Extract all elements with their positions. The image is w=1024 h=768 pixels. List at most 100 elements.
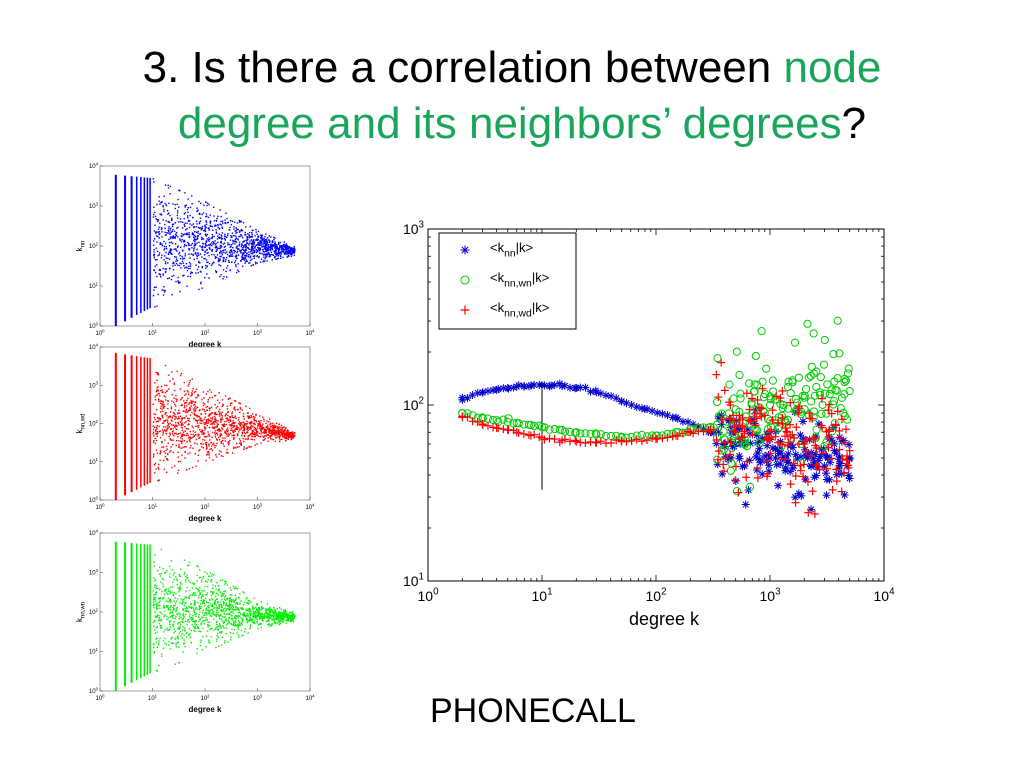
scatter-point: [243, 246, 245, 248]
scatter-point: [202, 402, 205, 404]
scatter-point: [202, 438, 204, 441]
scatter-point: [190, 405, 192, 407]
scatter-cloud: [114, 174, 296, 326]
scatter-point: [233, 234, 235, 237]
scatter-point: [281, 248, 283, 250]
scatter-point: [249, 619, 251, 621]
scatter-point: [174, 413, 176, 416]
scatter-point: [164, 572, 166, 574]
scatter-point: [278, 616, 281, 618]
scatter-point: [177, 451, 179, 454]
scatter-point: [155, 426, 158, 429]
scatter-point: [231, 611, 233, 613]
scatter-point: [162, 274, 164, 276]
scatter-point: [284, 248, 286, 251]
scatter-point: [258, 244, 260, 247]
scatter-point: [156, 424, 158, 427]
scatter-point: [221, 238, 224, 240]
scatter-point: [274, 435, 276, 437]
scatter-point: [237, 238, 239, 240]
scatter-point: [155, 371, 157, 374]
scatter-point: [161, 236, 163, 238]
scatter-point: [278, 612, 280, 614]
scatter-point: [224, 431, 226, 434]
scatter-point: [192, 593, 194, 595]
plus-marker: [745, 405, 754, 414]
scatter-point: [188, 407, 191, 409]
scatter-point: [166, 605, 168, 607]
scatter-point: [194, 603, 196, 605]
scatter-point: [169, 608, 172, 611]
scatter-point: [261, 416, 264, 418]
scatter-point: [217, 612, 219, 614]
scatter-point: [275, 258, 277, 260]
scatter-point: [220, 236, 222, 239]
scatter-point: [157, 293, 159, 296]
scatter-point: [223, 242, 226, 244]
asterisk-marker: [740, 462, 749, 471]
scatter-point: [210, 423, 212, 425]
scatter-point: [206, 594, 208, 596]
scatter-point: [234, 616, 236, 618]
scatter-point: [265, 615, 268, 617]
scatter-point: [180, 440, 182, 442]
scatter-point: [246, 602, 248, 604]
scatter-point: [221, 608, 223, 611]
scatter-point: [210, 445, 213, 447]
scatter-point: [221, 253, 224, 256]
scatter-point: [195, 264, 197, 266]
scatter-point: [255, 413, 257, 416]
scatter-point: [198, 424, 200, 427]
scatter-point: [172, 451, 174, 454]
scatter-point: [284, 429, 286, 432]
scatter-point: [194, 405, 197, 408]
scatter-point: [208, 409, 211, 411]
scatter-point: [175, 428, 177, 431]
scatter-point: [203, 204, 205, 206]
scatter-point: [232, 431, 235, 434]
scatter-point: [152, 604, 155, 607]
scatter-point: [160, 548, 163, 551]
scatter-point: [211, 608, 213, 611]
plus-marker: [753, 464, 762, 473]
asterisk-marker: [810, 473, 819, 482]
scatter-point: [219, 609, 222, 612]
scatter-point: [233, 624, 236, 627]
scatter-point: [204, 250, 207, 252]
scatter-point: [275, 426, 277, 429]
scatter-point: [207, 431, 209, 433]
scatter-point: [188, 381, 191, 384]
scatter-point: [281, 432, 284, 435]
circle-marker: [790, 338, 800, 347]
scatter-point: [249, 250, 252, 253]
scatter-point: [206, 273, 208, 275]
scatter-point: [288, 616, 291, 618]
x-axis-label: degree k: [189, 340, 222, 349]
scatter-point: [252, 605, 254, 607]
scatter-point: [277, 613, 279, 616]
scatter-point: [221, 399, 224, 401]
asterisk-marker: [526, 381, 535, 390]
scatter-point: [157, 220, 159, 223]
scatter-point: [225, 602, 227, 605]
scatter-point: [235, 230, 237, 232]
scatter-point: [238, 421, 241, 423]
scatter-point: [220, 632, 223, 634]
scatter-point: [236, 426, 238, 428]
scatter-point: [220, 627, 222, 629]
scatter-point: [186, 285, 188, 287]
scatter-point: [223, 596, 226, 598]
scatter-point: [175, 444, 178, 447]
scatter-point: [281, 438, 283, 440]
circle-marker: [778, 404, 787, 413]
scatter-point: [167, 617, 169, 619]
scatter-point: [243, 446, 245, 448]
scatter-point: [160, 405, 162, 407]
scatter-point: [273, 619, 276, 621]
scatter-point: [169, 612, 171, 615]
scatter-point: [227, 605, 229, 607]
scatter-point: [210, 448, 213, 450]
scatter-point: [196, 420, 198, 423]
scatter-point: [158, 622, 161, 625]
scatter-point: [157, 235, 159, 238]
